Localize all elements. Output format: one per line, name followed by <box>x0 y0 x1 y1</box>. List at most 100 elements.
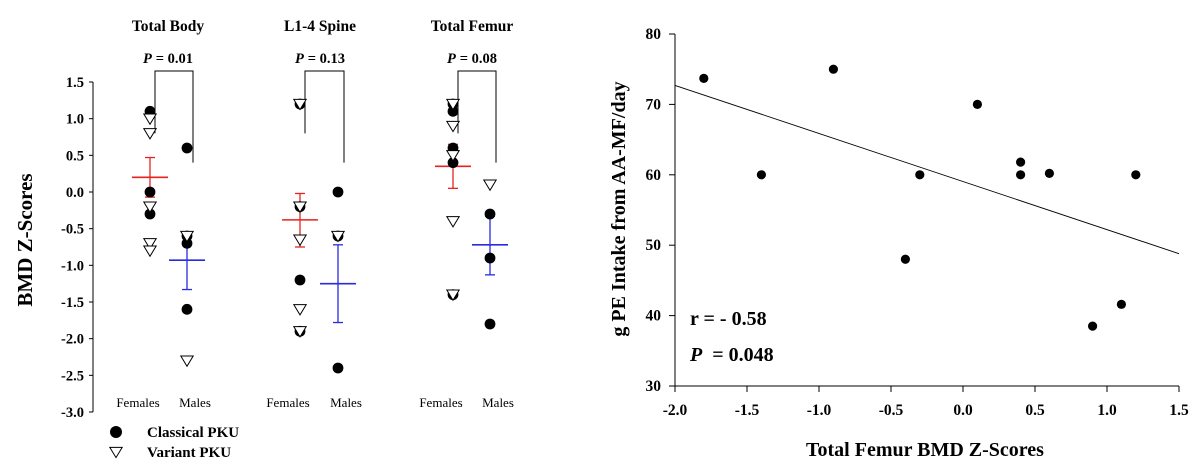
right-y-tick-label: 60 <box>646 167 662 184</box>
variant-pku-marker <box>292 304 308 316</box>
group-label-males: Males <box>482 395 514 410</box>
scatter-points <box>699 64 1141 331</box>
classical-pku-marker <box>447 157 459 169</box>
scatter-point <box>900 254 911 264</box>
scatter-point <box>1016 157 1026 167</box>
classical-pku-marker <box>294 274 306 286</box>
variant-pku-marker <box>142 238 158 250</box>
scatter-point <box>828 64 839 74</box>
panel-p-value: P = 0.13 <box>295 51 345 67</box>
panel-title: Total Femur <box>431 18 514 35</box>
p-annotation-label: P <box>689 344 703 366</box>
variant-pku-marker <box>142 128 158 140</box>
scatter-point <box>1088 321 1098 331</box>
legend-variant-marker <box>108 446 124 459</box>
panel-p-value: P = 0.01 <box>143 51 193 67</box>
panel-p-number: = 0.13 <box>308 51 345 67</box>
right-y-tick-label: 30 <box>646 378 662 395</box>
classical-pku-marker <box>484 252 496 264</box>
right-y-tick-label: 70 <box>646 96 662 113</box>
panel-p-value: P = 0.08 <box>447 51 497 67</box>
variant-pku-marker <box>445 150 461 162</box>
left-y-tick-label: -1.5 <box>61 295 84 311</box>
scatter-point <box>915 170 925 180</box>
femur-intake-scatter: g PE Intake from AA-MF/day Total Femur B… <box>608 26 1189 461</box>
left-y-axis-title: BMD Z-Scores <box>13 173 37 306</box>
right-x-tick-label: 0.0 <box>953 402 973 419</box>
classical-pku-marker <box>144 186 156 198</box>
left-y-tick-label: 1.0 <box>66 112 84 128</box>
variant-pku-marker <box>445 120 461 133</box>
classical-pku-marker <box>144 208 156 220</box>
legend-classical-label: Classical PKU <box>147 425 239 441</box>
group-label-males: Males <box>330 395 362 410</box>
panel-group: Total Femur P = 0.08 Females Males <box>419 18 514 410</box>
panel-p-number: = 0.01 <box>156 51 193 67</box>
left-y-tick-label: -3.0 <box>61 405 84 421</box>
group-label-females: Females <box>116 395 159 410</box>
classical-pku-marker <box>484 318 496 330</box>
right-x-tick-label: 1.5 <box>1169 402 1189 419</box>
panel-p-label: P <box>447 51 456 67</box>
regression-line <box>674 84 1180 255</box>
right-x-tick-label: -1.0 <box>807 402 832 419</box>
legend: Classical PKU Variant PKU <box>108 425 239 461</box>
group-label-females: Females <box>419 395 462 410</box>
classical-pku-marker <box>181 303 193 315</box>
scatter-point <box>1016 170 1026 180</box>
classical-pku-marker <box>484 208 496 220</box>
variant-pku-marker <box>445 289 461 302</box>
left-y-tick-label: -2.5 <box>61 368 84 384</box>
classical-pku-marker <box>181 237 193 249</box>
panel-title: Total Body <box>132 18 204 35</box>
right-x-tick-label: -0.5 <box>879 402 904 419</box>
right-y-tick-label: 40 <box>646 308 662 325</box>
left-y-tick-label: -1.0 <box>61 258 84 274</box>
panel-p-label: P <box>143 51 152 67</box>
r-annotation: r = - 0.58 <box>690 308 767 330</box>
scatter-point <box>1044 168 1054 178</box>
left-y-tick-label: 0.5 <box>66 148 84 164</box>
significance-bracket <box>154 70 194 163</box>
significance-bracket <box>304 70 345 163</box>
right-x-axis-title: Total Femur BMD Z-Scores <box>806 439 1044 461</box>
variant-pku-marker <box>142 201 158 214</box>
legend-classical-marker <box>110 426 122 438</box>
p-annotation-value: = 0.048 <box>712 344 773 366</box>
right-axis-ticks: 30 40 50 60 70 80 -2.0 -1.5 -1.0 -0.5 0.0 0.5 1.0 1.5 <box>646 26 1189 419</box>
variant-pku-marker <box>179 355 195 368</box>
variant-pku-marker <box>292 234 308 247</box>
p-annotation: P = 0.048 <box>689 344 774 366</box>
left-y-tick-label: 1.5 <box>66 75 84 91</box>
variant-pku-marker <box>142 113 158 126</box>
right-y-tick-label: 50 <box>646 237 662 254</box>
significance-bracket <box>457 70 497 163</box>
right-x-tick-label: -1.5 <box>735 402 760 419</box>
variant-pku-marker <box>292 201 308 214</box>
group-label-females: Females <box>266 395 309 410</box>
variant-pku-marker <box>292 98 308 111</box>
variant-pku-marker <box>179 230 195 243</box>
left-y-ticks: 1.5 1.0 0.5 0.0 -0.5 -1.0 -1.5 -2.0 -2.5 -3.0 <box>61 75 93 421</box>
right-y-tick-label: 80 <box>646 26 662 43</box>
right-x-tick-label: 1.0 <box>1097 402 1117 419</box>
bmd-dot-plot: BMD Z-Scores 1.5 1.0 0.5 0.0 -0.5 -1.0 -1.5 -2.… <box>13 18 514 461</box>
variant-pku-marker <box>482 179 498 192</box>
panel-p-number: = 0.08 <box>460 51 497 67</box>
classical-pku-marker <box>181 142 193 154</box>
group-label-males: Males <box>179 395 211 410</box>
panel-group: L1-4 Spine P = 0.13 Females Males <box>266 18 362 410</box>
scatter-point <box>1116 299 1126 309</box>
variant-pku-marker <box>142 245 158 258</box>
variant-pku-marker <box>330 230 346 243</box>
variant-pku-marker <box>445 216 461 228</box>
scatter-point <box>699 73 709 83</box>
left-y-tick-label: 0.0 <box>66 185 84 201</box>
right-y-axis-title: g PE Intake from AA-MF/day <box>608 81 630 336</box>
scatter-point <box>756 170 767 180</box>
right-x-tick-label: -2.0 <box>663 402 688 419</box>
panel-title: L1-4 Spine <box>284 18 356 35</box>
classical-pku-marker <box>447 105 459 117</box>
